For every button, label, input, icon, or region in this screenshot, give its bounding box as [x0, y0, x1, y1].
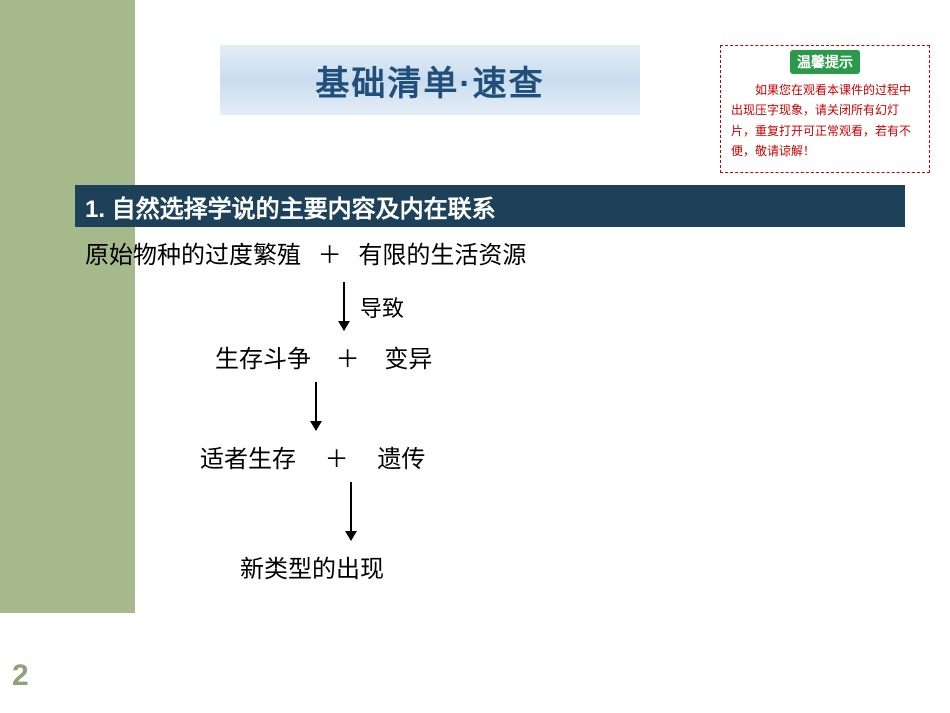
- title-text: 基础清单·速查: [315, 56, 544, 105]
- flow-row-4: 新类型的出现: [85, 552, 885, 588]
- row4-text: 新类型的出现: [240, 556, 384, 583]
- arrow-down-icon: [343, 282, 345, 330]
- tip-box: 温馨提示 如果您在观看本课件的过程中出现压字现象，请关闭所有幻灯片，重复打开可正…: [720, 45, 930, 173]
- arrow-row-2: [85, 382, 885, 442]
- row3-left: 适者生存: [200, 446, 296, 473]
- arrow-row-3: [85, 482, 885, 552]
- arrow-down-icon: [350, 482, 352, 540]
- tip-header: 温馨提示: [790, 50, 860, 74]
- row2-right: 变异: [384, 346, 432, 373]
- flowchart: 原始物种的过度繁殖 ＋ 有限的生活资源 导致 生存斗争 ＋ 变异 适者生存 ＋ …: [85, 238, 885, 592]
- arrow-row-1: 导致: [85, 282, 885, 342]
- plus-3: ＋: [325, 446, 349, 473]
- row1-right: 有限的生活资源: [358, 242, 526, 269]
- flow-row-2: 生存斗争 ＋ 变异: [85, 342, 885, 378]
- arrow-down-icon: [315, 382, 317, 430]
- section-heading-bar: 1. 自然选择学说的主要内容及内在联系: [75, 185, 905, 227]
- tip-body: 如果您在观看本课件的过程中出现压字现象，请关闭所有幻灯片，重复打开可正常观看，若…: [725, 78, 925, 168]
- row1-left: 原始物种的过度繁殖: [85, 242, 301, 269]
- plus-1: ＋: [318, 242, 342, 269]
- section-heading-text: 1. 自然选择学说的主要内容及内在联系: [85, 189, 496, 224]
- flow-row-3: 适者生存 ＋ 遗传: [85, 442, 885, 478]
- page-number: 2: [12, 659, 29, 693]
- arrow1-label: 导致: [360, 292, 404, 325]
- row3-right: 遗传: [377, 446, 425, 473]
- title-banner: 基础清单·速查: [220, 45, 640, 115]
- flow-row-1: 原始物种的过度繁殖 ＋ 有限的生活资源: [85, 238, 885, 274]
- row2-left: 生存斗争: [215, 346, 311, 373]
- plus-2: ＋: [336, 346, 360, 373]
